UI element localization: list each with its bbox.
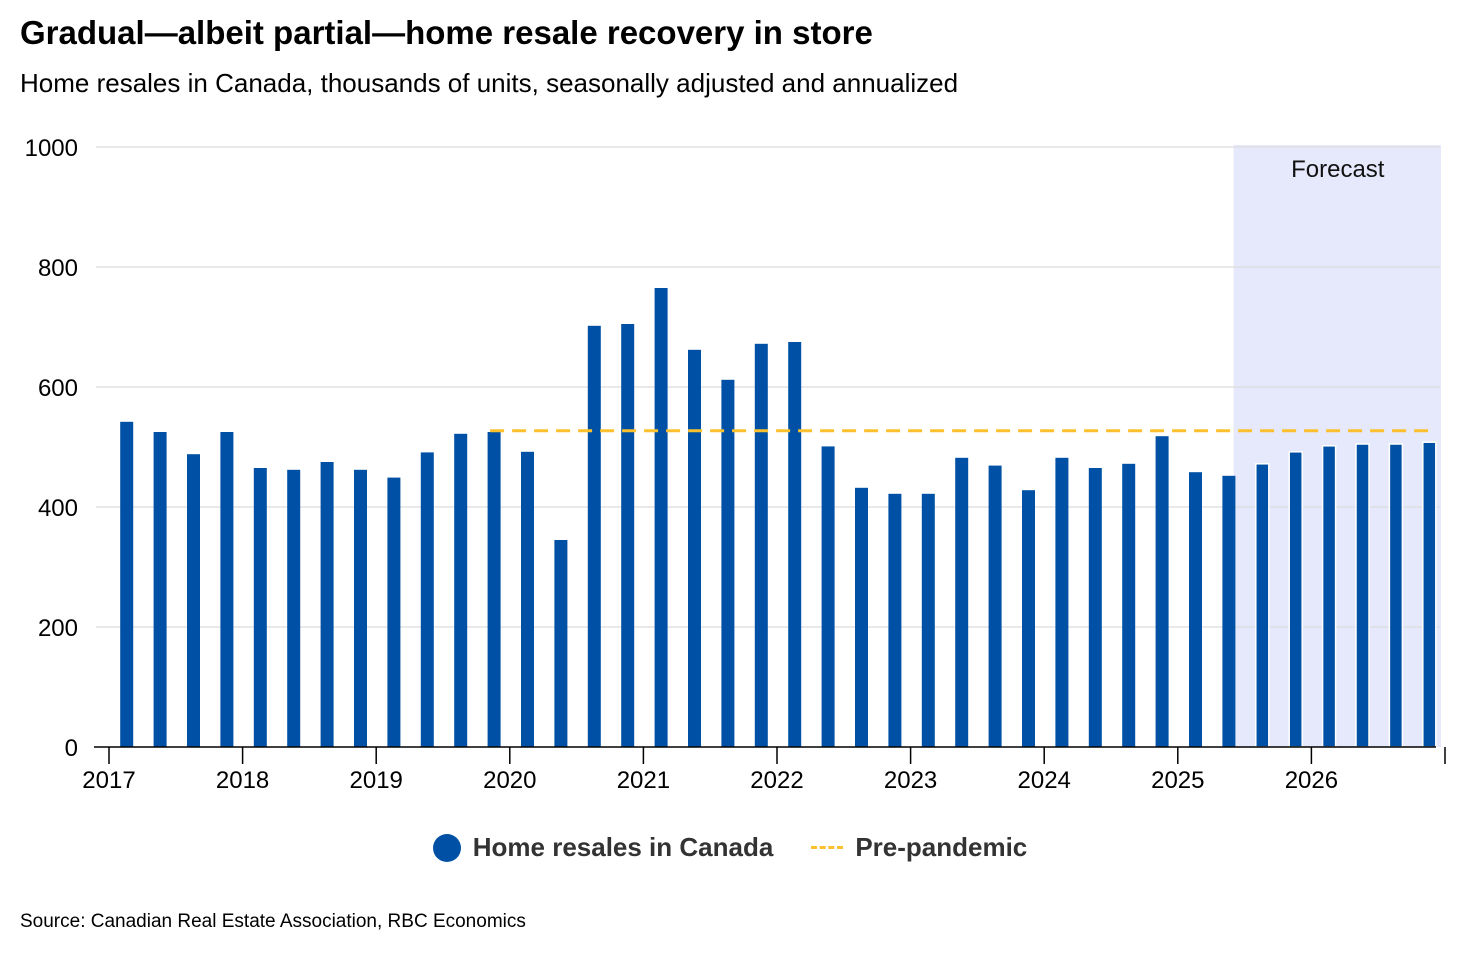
x-tick-label: 2025: [1151, 767, 1204, 794]
x-tick-label: 2017: [82, 767, 135, 794]
bar: [187, 454, 200, 747]
forecast-label: Forecast: [1291, 156, 1385, 183]
legend-dash-icon: [811, 846, 844, 849]
bar: [1288, 451, 1303, 748]
y-tick-label: 600: [38, 375, 78, 402]
x-tick-label: 2024: [1018, 767, 1071, 794]
bar: [621, 324, 635, 747]
y-tick-label: 400: [38, 495, 78, 522]
legend-label: Pre-pandemic: [855, 832, 1028, 862]
bar: [754, 343, 768, 747]
bar: [1189, 472, 1202, 747]
bar: [253, 468, 267, 747]
bar: [1321, 445, 1337, 748]
x-tick-label: 2019: [350, 767, 403, 794]
bar: [220, 432, 234, 747]
bar: [487, 432, 501, 747]
bar: [521, 451, 534, 747]
bar: [1255, 463, 1270, 748]
x-tick-label: 2018: [216, 767, 269, 794]
bar: [420, 452, 434, 747]
bar: [354, 469, 367, 747]
bar: [587, 325, 601, 747]
legend-item-pre-pandemic[interactable]: Pre-pandemic: [811, 832, 1027, 863]
bar: [654, 288, 668, 747]
bar: [1222, 475, 1236, 747]
bar: [454, 433, 468, 747]
chart-title: Gradual—albeit partial—home resale recov…: [20, 14, 873, 51]
bar: [821, 446, 835, 747]
bar: [788, 342, 802, 747]
bar: [955, 457, 969, 747]
x-tick-label: 2022: [750, 767, 803, 794]
x-tick-label: 2023: [884, 767, 937, 794]
x-tick-label: 2020: [483, 767, 536, 794]
bar: [855, 487, 868, 747]
bar: [688, 349, 701, 747]
chart-legend: Home resales in Canada Pre-pandemic: [0, 832, 1460, 863]
y-tick-label: 800: [38, 255, 78, 282]
bar: [120, 421, 134, 747]
bar: [554, 540, 568, 747]
source-note: Source: Canadian Real Estate Association…: [20, 911, 526, 932]
bar: [320, 462, 334, 747]
bar: [988, 465, 1002, 747]
bar: [1088, 468, 1102, 747]
y-tick-label: 0: [65, 735, 78, 762]
y-tick-label: 1000: [25, 135, 78, 162]
x-tick-label: 2026: [1285, 767, 1338, 794]
bar: [1055, 457, 1069, 747]
bar: [921, 493, 935, 747]
gridlines: 0 200 400 600 800 1000: [25, 135, 1440, 762]
bar: [1388, 443, 1404, 748]
bar: [1155, 436, 1169, 747]
legend-label: Home resales in Canada: [472, 832, 774, 862]
legend-circle-icon: [432, 833, 461, 862]
bar: [1122, 463, 1136, 747]
x-tick-label: 2021: [617, 767, 670, 794]
bar: [387, 477, 401, 747]
y-tick-label: 200: [38, 615, 78, 642]
axes: 2017 2018 2019 2020 2021 2022 2023 2024 2025 2026: [82, 746, 1446, 794]
bar: [287, 469, 301, 747]
bar-series: [120, 288, 1437, 748]
bar: [153, 432, 167, 747]
bar: [1022, 490, 1035, 747]
bar: [1422, 441, 1437, 748]
chart-subtitle: Home resales in Canada, thousands of uni…: [20, 68, 959, 98]
bar: [1355, 443, 1370, 748]
bar: [721, 379, 735, 747]
legend-item-home-resales[interactable]: Home resales in Canada: [432, 832, 774, 863]
bar: [888, 493, 902, 747]
